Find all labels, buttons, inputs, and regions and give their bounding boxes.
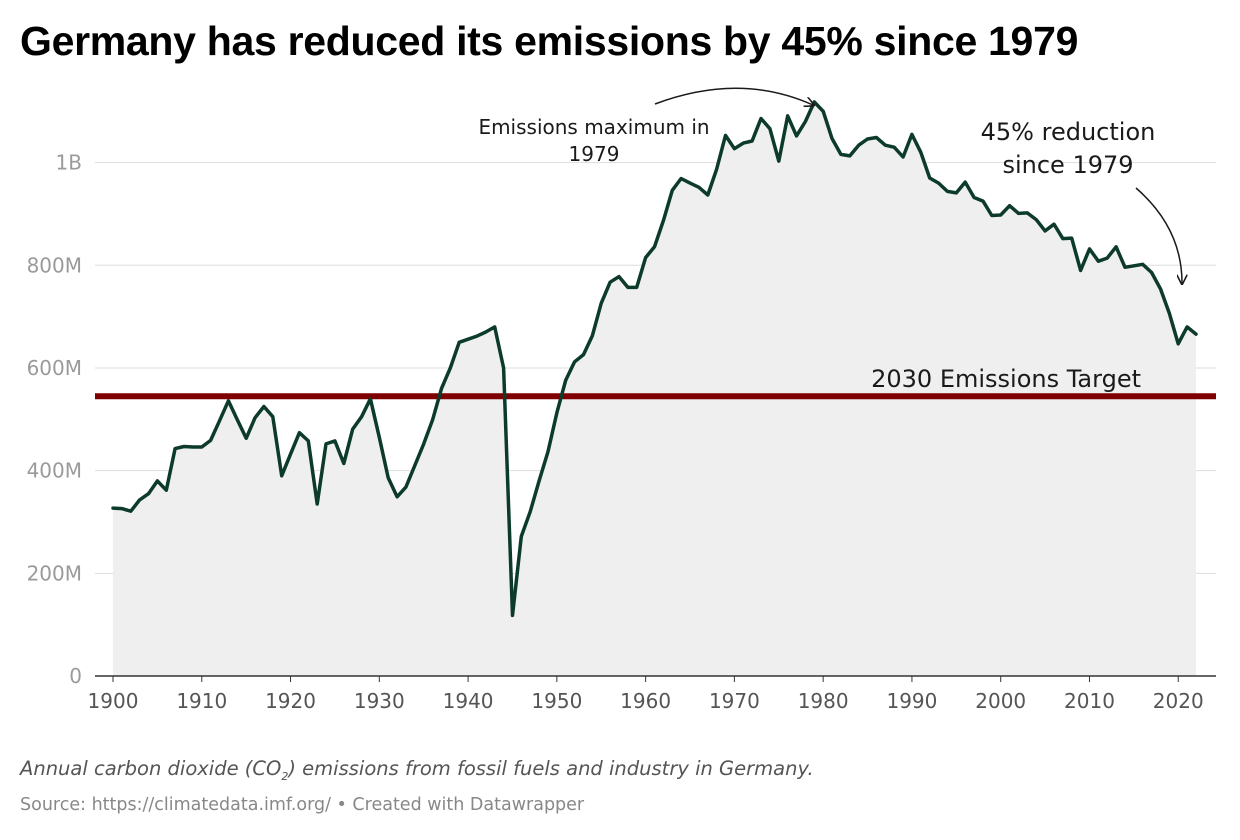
reduction-annotation-line1: 45% reduction	[981, 118, 1156, 146]
max-annotation-arrow	[654, 87, 813, 105]
max-annotation-line1: Emissions maximum in	[478, 115, 709, 139]
x-tick-label: 1960	[620, 689, 671, 713]
x-tick-label: 1970	[709, 689, 760, 713]
target-layer: 2030 Emissions Target	[95, 365, 1216, 400]
x-tick-label: 1920	[265, 689, 316, 713]
x-tick-label: 1900	[88, 689, 139, 713]
y-tick-label: 600M	[27, 356, 82, 380]
y-tick-label: 0	[69, 664, 82, 688]
chart-caption: Annual carbon dioxide (CO2) emissions fr…	[20, 757, 814, 783]
y-tick-label: 800M	[27, 253, 82, 277]
annotations: Emissions maximum in 1979 45% reduction …	[478, 87, 1182, 283]
x-tick-label: 1950	[531, 689, 582, 713]
caption-text-end: ) emissions from fossil fuels and indust…	[288, 757, 814, 780]
x-tick-label: 1990	[886, 689, 937, 713]
y-tick-label: 400M	[27, 459, 82, 483]
emissions-line	[111, 100, 1198, 618]
axis-layer: 0 200M 400M 600M 800M 1B 1900 1910 1920 1930 1940 1…	[27, 151, 1216, 713]
emissions-area	[113, 102, 1196, 676]
caption-subscript: 2	[281, 770, 289, 783]
x-tick-label: 1940	[443, 689, 494, 713]
x-tick-label: 2020	[1153, 689, 1204, 713]
chart-source: Source: https://climatedata.imf.org/ • C…	[20, 795, 585, 815]
line-layer	[111, 100, 1198, 618]
x-tick-label: 2010	[1064, 689, 1115, 713]
max-annotation-line2: 1979	[569, 142, 620, 166]
x-tick-label: 1930	[354, 689, 405, 713]
x-tick-label: 2000	[975, 689, 1026, 713]
x-tick-label: 1980	[798, 689, 849, 713]
y-tick-label: 200M	[27, 561, 82, 585]
caption-text-start: Annual carbon dioxide (CO	[20, 757, 282, 780]
y-tick-label: 1B	[56, 151, 82, 175]
x-tick-label: 1910	[176, 689, 227, 713]
target-line-label: 2030 Emissions Target	[871, 365, 1141, 393]
reduction-annotation-arrow	[1135, 187, 1182, 283]
chart-title: Germany has reduced its emissions by 45%…	[20, 18, 1079, 64]
reduction-annotation-line2: since 1979	[1002, 151, 1133, 179]
area-layer	[113, 102, 1196, 676]
